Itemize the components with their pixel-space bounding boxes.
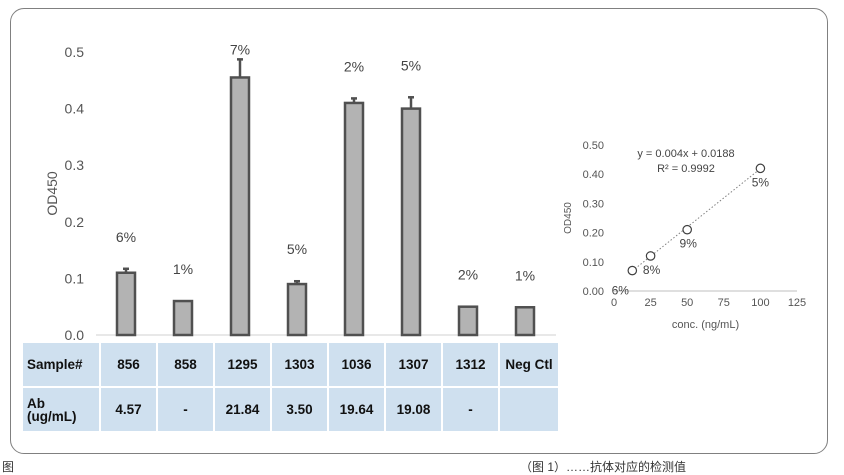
data-point — [645, 251, 656, 261]
bar — [457, 305, 479, 337]
sample-header: Sample# — [23, 343, 99, 386]
ab-cell: 19.64 — [329, 388, 384, 431]
trendline — [631, 168, 761, 272]
ab-cell: 21.84 — [215, 388, 270, 431]
y-tick-label: 0.2 — [65, 214, 85, 230]
x-tick-label: 75 — [718, 297, 730, 309]
sample-cell: Neg Ctl — [500, 343, 558, 386]
cv-label: 2% — [458, 267, 478, 283]
footer-right: （图 1）……抗体对应的检测值 — [520, 460, 687, 474]
x-axis-title: conc. (ng/mL) — [672, 319, 739, 331]
table-row: Ab (ug/mL) 4.57 - 21.84 3.50 19.64 19.08… — [23, 388, 558, 431]
y-tick-label: 0.1 — [65, 270, 85, 286]
x-tick-label: 50 — [681, 297, 693, 309]
x-tick-label: 100 — [751, 297, 769, 309]
y-axis-title: OD450 — [44, 171, 60, 216]
cv-label: 1% — [173, 261, 193, 277]
y-tick-label: 0.0 — [65, 327, 85, 343]
x-tick-label: 0 — [611, 297, 617, 309]
ab-header: Ab (ug/mL) — [23, 388, 99, 431]
footer-left: 图 — [2, 460, 15, 474]
ab-cell: 3.50 — [272, 388, 327, 431]
ab-header-line2: (ug/mL) — [27, 408, 77, 424]
table-row: Sample# 856 858 1295 1303 1036 1307 1312… — [23, 343, 558, 386]
y-tick-label: 0.5 — [65, 44, 85, 60]
y-tick-label: 0.40 — [583, 169, 604, 181]
cv-label: 5% — [401, 57, 421, 73]
ab-cell: - — [158, 388, 213, 431]
x-tick-label: 125 — [788, 297, 806, 309]
ab-cell — [500, 388, 558, 431]
sample-cell: 1295 — [215, 343, 270, 386]
ab-cell: 4.57 — [101, 388, 156, 431]
cv-label: 7% — [230, 41, 250, 57]
cv-label: 1% — [515, 267, 535, 283]
point-label: 9% — [680, 237, 698, 251]
sample-cell: 858 — [158, 343, 213, 386]
figure-frame — [10, 8, 828, 454]
bar — [514, 306, 536, 337]
y-axis-title: OD450 — [563, 202, 574, 234]
y-tick-label: 0.4 — [65, 101, 85, 117]
y-tick-label: 0.3 — [65, 157, 85, 173]
r-squared-label: R² = 0.9992 — [657, 163, 715, 175]
cv-label: 2% — [344, 58, 364, 74]
data-point — [755, 163, 766, 174]
point-label: 6% — [612, 284, 630, 298]
sample-cell: 1312 — [443, 343, 498, 386]
data-point — [682, 224, 692, 235]
trendline-equation: y = 0.004x + 0.0188 — [637, 148, 734, 160]
y-tick-label: 0.30 — [583, 198, 604, 210]
y-tick-label: 0.50 — [583, 140, 604, 152]
data-point — [627, 265, 638, 276]
y-tick-label: 0.00 — [583, 286, 604, 298]
y-tick-label: 0.10 — [583, 257, 604, 269]
bar — [172, 299, 194, 337]
sample-table: Sample# 856 858 1295 1303 1036 1307 1312… — [21, 341, 560, 433]
point-label: 8% — [643, 263, 661, 277]
cv-label: 6% — [116, 229, 136, 245]
ab-cell: - — [443, 388, 498, 431]
x-tick-label: 25 — [644, 297, 656, 309]
sample-cell: 1307 — [386, 343, 441, 386]
ab-cell: 19.08 — [386, 388, 441, 431]
sample-cell: 1303 — [272, 343, 327, 386]
y-tick-label: 0.20 — [583, 228, 604, 240]
ab-header-line1: Ab — [27, 395, 45, 411]
sample-cell: 1036 — [329, 343, 384, 386]
cv-label: 5% — [287, 241, 307, 257]
point-label: 5% — [752, 175, 770, 189]
sample-cell: 856 — [101, 343, 156, 386]
